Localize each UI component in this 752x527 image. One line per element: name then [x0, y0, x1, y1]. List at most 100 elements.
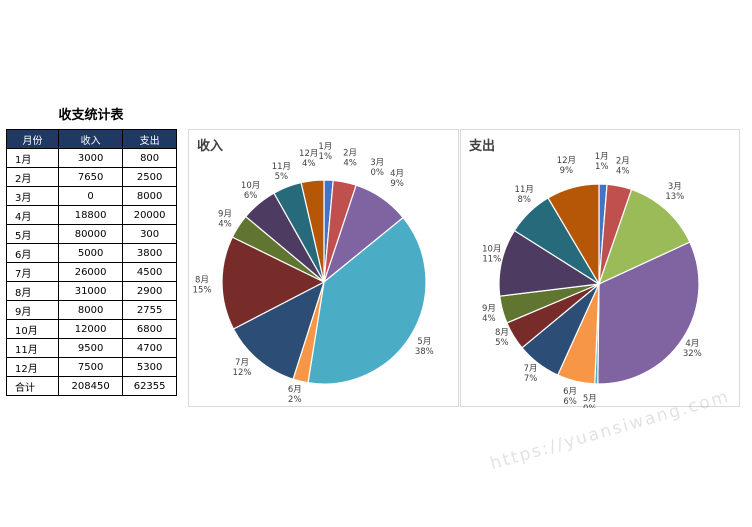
table-row: 1月 3000 800	[6, 148, 177, 168]
income-label-percent: 9%	[390, 179, 404, 189]
month-cell: 12月	[6, 357, 59, 377]
expense-label-1: 1月1%	[595, 152, 609, 172]
table-row: 5月 80000 300	[6, 224, 177, 244]
expense-label-month: 3月	[668, 182, 682, 192]
income-label-month: 1月	[318, 142, 332, 152]
income-label-9: 9月4%	[218, 210, 232, 230]
month-cell: 7月	[6, 262, 59, 282]
expense-label-percent: 32%	[683, 349, 702, 359]
income-label-month: 9月	[218, 210, 232, 220]
income-label-percent: 5%	[275, 172, 289, 182]
income-cell: 7500	[57, 357, 124, 377]
expense-cell: 4700	[122, 338, 177, 358]
table-row: 12月 7500 5300	[6, 357, 177, 377]
month-cell: 11月	[6, 338, 59, 358]
expense-label-5: 5月0%	[583, 394, 597, 408]
table-row: 9月 8000 2755	[6, 300, 177, 320]
income-cell: 31000	[57, 281, 124, 301]
income-slice-12	[300, 179, 325, 283]
income-label-percent: 1%	[319, 152, 333, 162]
expense-label-month: 10月	[482, 245, 501, 255]
income-cell: 26000	[57, 262, 124, 282]
expense-cell: 20000	[122, 205, 177, 225]
table-row: 11月 9500 4700	[6, 338, 177, 358]
expense-cell: 62355	[122, 376, 177, 396]
expense-label-month: 5月	[583, 394, 597, 404]
income-label-month: 5月	[417, 337, 431, 347]
income-cell: 9500	[57, 338, 124, 358]
table-title: 收支统计表	[58, 108, 124, 123]
expense-label-percent: 8%	[517, 195, 531, 205]
income-label-4: 4月9%	[390, 169, 404, 189]
expense-label-month: 12月	[557, 156, 576, 166]
income-cell: 3000	[57, 148, 124, 168]
income-label-percent: 4%	[343, 159, 357, 169]
expense-label-month: 1月	[595, 152, 609, 162]
income-label-percent: 15%	[193, 285, 212, 295]
income-slice-5	[307, 216, 427, 385]
income-label-percent: 38%	[415, 347, 434, 357]
expense-slice-10	[498, 229, 601, 297]
expense-label-percent: 0%	[583, 404, 597, 408]
income-label-percent: 2%	[288, 395, 302, 405]
expense-slice-4	[597, 241, 700, 385]
table-header-row: 月份 收入 支出	[6, 129, 177, 149]
month-cell: 1月	[6, 148, 59, 168]
expense-cell: 300	[122, 224, 177, 244]
table-row: 2月 7650 2500	[6, 167, 177, 187]
expense-label-8: 8月5%	[495, 328, 509, 348]
month-cell: 5月	[6, 224, 59, 244]
income-cell: 8000	[57, 300, 124, 320]
income-label-month: 10月	[241, 181, 260, 191]
month-cell: 合计	[6, 376, 59, 396]
income-label-percent: 6%	[244, 191, 258, 201]
expense-label-percent: 7%	[524, 374, 538, 384]
month-cell: 6月	[6, 243, 59, 263]
expense-cell: 2900	[122, 281, 177, 301]
expense-label-month: 2月	[616, 157, 630, 167]
table-row: 7月 26000 4500	[6, 262, 177, 282]
income-cell: 7650	[57, 167, 124, 187]
income-cell: 5000	[57, 243, 124, 263]
expense-cell: 3800	[122, 243, 177, 263]
table-row: 6月 5000 3800	[6, 243, 177, 263]
expense-label-percent: 13%	[665, 192, 684, 202]
month-cell: 8月	[6, 281, 59, 301]
month-cell: 4月	[6, 205, 59, 225]
expense-cell: 8000	[122, 186, 177, 206]
income-cell: 0	[57, 186, 124, 206]
income-label-month: 6月	[288, 385, 302, 395]
month-cell: 10月	[6, 319, 59, 339]
expense-cell: 6800	[122, 319, 177, 339]
income-label-month: 4月	[390, 169, 404, 179]
table-row: 4月 18800 20000	[6, 205, 177, 225]
header-month: 月份	[6, 129, 59, 149]
income-cell: 80000	[57, 224, 124, 244]
income-chart-title: 收入	[197, 139, 224, 154]
expense-label-percent: 5%	[495, 338, 509, 348]
expense-slice-3	[597, 188, 691, 286]
income-cell: 208450	[57, 376, 124, 396]
income-label-month: 8月	[195, 275, 209, 285]
expense-cell: 2755	[122, 300, 177, 320]
income-expense-table: 月份 收入 支出 1月 3000 800 2月 7650 2500 3月 0 8000 4月 188…	[6, 129, 177, 396]
expense-label-6: 6月6%	[563, 387, 577, 407]
income-label-month: 3月	[370, 158, 384, 168]
expense-label-2: 2月4%	[616, 157, 630, 177]
income-label-2: 2月4%	[343, 149, 357, 169]
expense-label-month: 7月	[524, 364, 538, 374]
table-total-row: 合计 208450 62355	[6, 376, 177, 396]
expense-chart-title: 支出	[469, 139, 496, 154]
expense-label-percent: 11%	[482, 255, 501, 265]
expense-label-percent: 1%	[595, 162, 609, 172]
